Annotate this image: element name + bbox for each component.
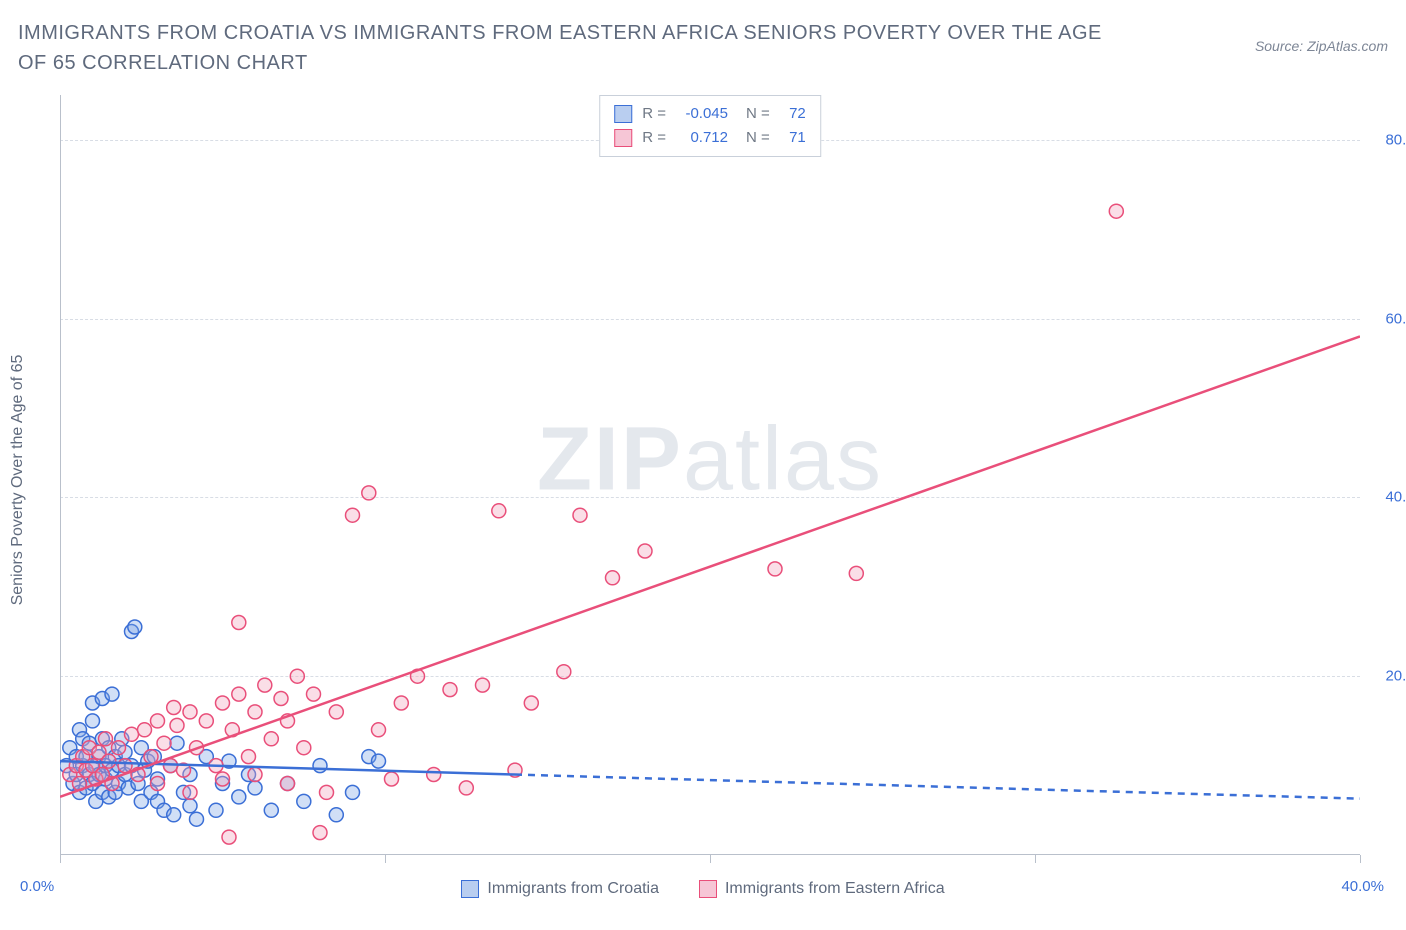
swatch-croatia xyxy=(614,105,632,123)
data-point xyxy=(99,732,113,746)
data-point xyxy=(258,678,272,692)
data-point xyxy=(346,508,360,522)
chart-title: IMMIGRANTS FROM CROATIA VS IMMIGRANTS FR… xyxy=(18,18,1118,78)
data-point xyxy=(118,759,132,773)
data-point xyxy=(372,723,386,737)
data-point xyxy=(222,830,236,844)
legend-label-eastern-africa: Immigrants from Eastern Africa xyxy=(725,880,945,898)
x-tick xyxy=(385,855,386,863)
data-point xyxy=(183,705,197,719)
y-tick-label: 40.0% xyxy=(1368,489,1406,506)
data-point xyxy=(128,620,142,634)
data-point xyxy=(307,687,321,701)
data-point xyxy=(476,678,490,692)
data-point xyxy=(216,772,230,786)
data-point xyxy=(297,794,311,808)
data-point xyxy=(459,781,473,795)
y-tick-label: 60.0% xyxy=(1368,310,1406,327)
legend-row-croatia: R = -0.045 N = 72 xyxy=(614,102,806,126)
data-point xyxy=(242,750,256,764)
data-point xyxy=(232,687,246,701)
data-point xyxy=(144,750,158,764)
data-point xyxy=(385,772,399,786)
legend-item-croatia: Immigrants from Croatia xyxy=(461,880,659,898)
data-point xyxy=(199,714,213,728)
data-point xyxy=(394,696,408,710)
correlation-legend: R = -0.045 N = 72 R = 0.712 N = 71 xyxy=(599,95,821,157)
data-point xyxy=(232,790,246,804)
data-point xyxy=(157,736,171,750)
x-tick xyxy=(60,855,61,863)
trend-line-extrapolated xyxy=(515,775,1360,799)
data-point xyxy=(274,692,288,706)
data-point xyxy=(313,759,327,773)
data-point xyxy=(170,736,184,750)
data-point xyxy=(638,544,652,558)
data-point xyxy=(573,508,587,522)
data-point xyxy=(492,504,506,518)
data-point xyxy=(346,785,360,799)
data-point xyxy=(264,803,278,817)
data-point xyxy=(606,571,620,585)
series-legend: Immigrants from Croatia Immigrants from … xyxy=(0,880,1406,898)
data-point xyxy=(248,768,262,782)
data-point xyxy=(183,785,197,799)
data-point xyxy=(138,723,152,737)
x-tick xyxy=(1360,855,1361,863)
data-point xyxy=(557,665,571,679)
data-point xyxy=(170,718,184,732)
data-point xyxy=(102,754,116,768)
data-point xyxy=(264,732,278,746)
data-point xyxy=(427,768,441,782)
data-point xyxy=(232,616,246,630)
y-axis-label: Seniors Poverty Over the Age of 65 xyxy=(9,355,27,606)
data-point xyxy=(248,781,262,795)
data-point xyxy=(151,777,165,791)
trend-line xyxy=(60,336,1360,796)
legend-item-eastern-africa: Immigrants from Eastern Africa xyxy=(699,880,945,898)
swatch-eastern-africa xyxy=(614,129,632,147)
legend-label-croatia: Immigrants from Croatia xyxy=(487,880,659,898)
data-point xyxy=(297,741,311,755)
data-point xyxy=(151,714,165,728)
swatch-croatia-bottom xyxy=(461,880,479,898)
y-tick-label: 80.0% xyxy=(1368,131,1406,148)
swatch-eastern-africa-bottom xyxy=(699,880,717,898)
data-point xyxy=(329,705,343,719)
data-point xyxy=(248,705,262,719)
data-point xyxy=(183,799,197,813)
data-point xyxy=(125,727,139,741)
scatter-plot xyxy=(60,95,1360,855)
data-point xyxy=(112,741,126,755)
data-point xyxy=(849,566,863,580)
data-point xyxy=(105,687,119,701)
data-point xyxy=(290,669,304,683)
data-point xyxy=(329,808,343,822)
legend-row-eastern-africa: R = 0.712 N = 71 xyxy=(614,126,806,150)
data-point xyxy=(86,714,100,728)
data-point xyxy=(313,826,327,840)
data-point xyxy=(524,696,538,710)
x-tick xyxy=(1035,855,1036,863)
data-point xyxy=(281,777,295,791)
chart-area: ZIPatlas 20.0%40.0%60.0%80.0% R = -0.045… xyxy=(60,95,1360,855)
data-point xyxy=(320,785,334,799)
data-point xyxy=(167,701,181,715)
data-point xyxy=(372,754,386,768)
data-point xyxy=(209,803,223,817)
x-tick xyxy=(710,855,711,863)
source-label: Source: ZipAtlas.com xyxy=(1255,38,1388,54)
data-point xyxy=(362,486,376,500)
data-point xyxy=(768,562,782,576)
data-point xyxy=(190,812,204,826)
data-point xyxy=(216,696,230,710)
y-tick-label: 20.0% xyxy=(1368,668,1406,685)
data-point xyxy=(1109,204,1123,218)
data-point xyxy=(443,683,457,697)
data-point xyxy=(167,808,181,822)
